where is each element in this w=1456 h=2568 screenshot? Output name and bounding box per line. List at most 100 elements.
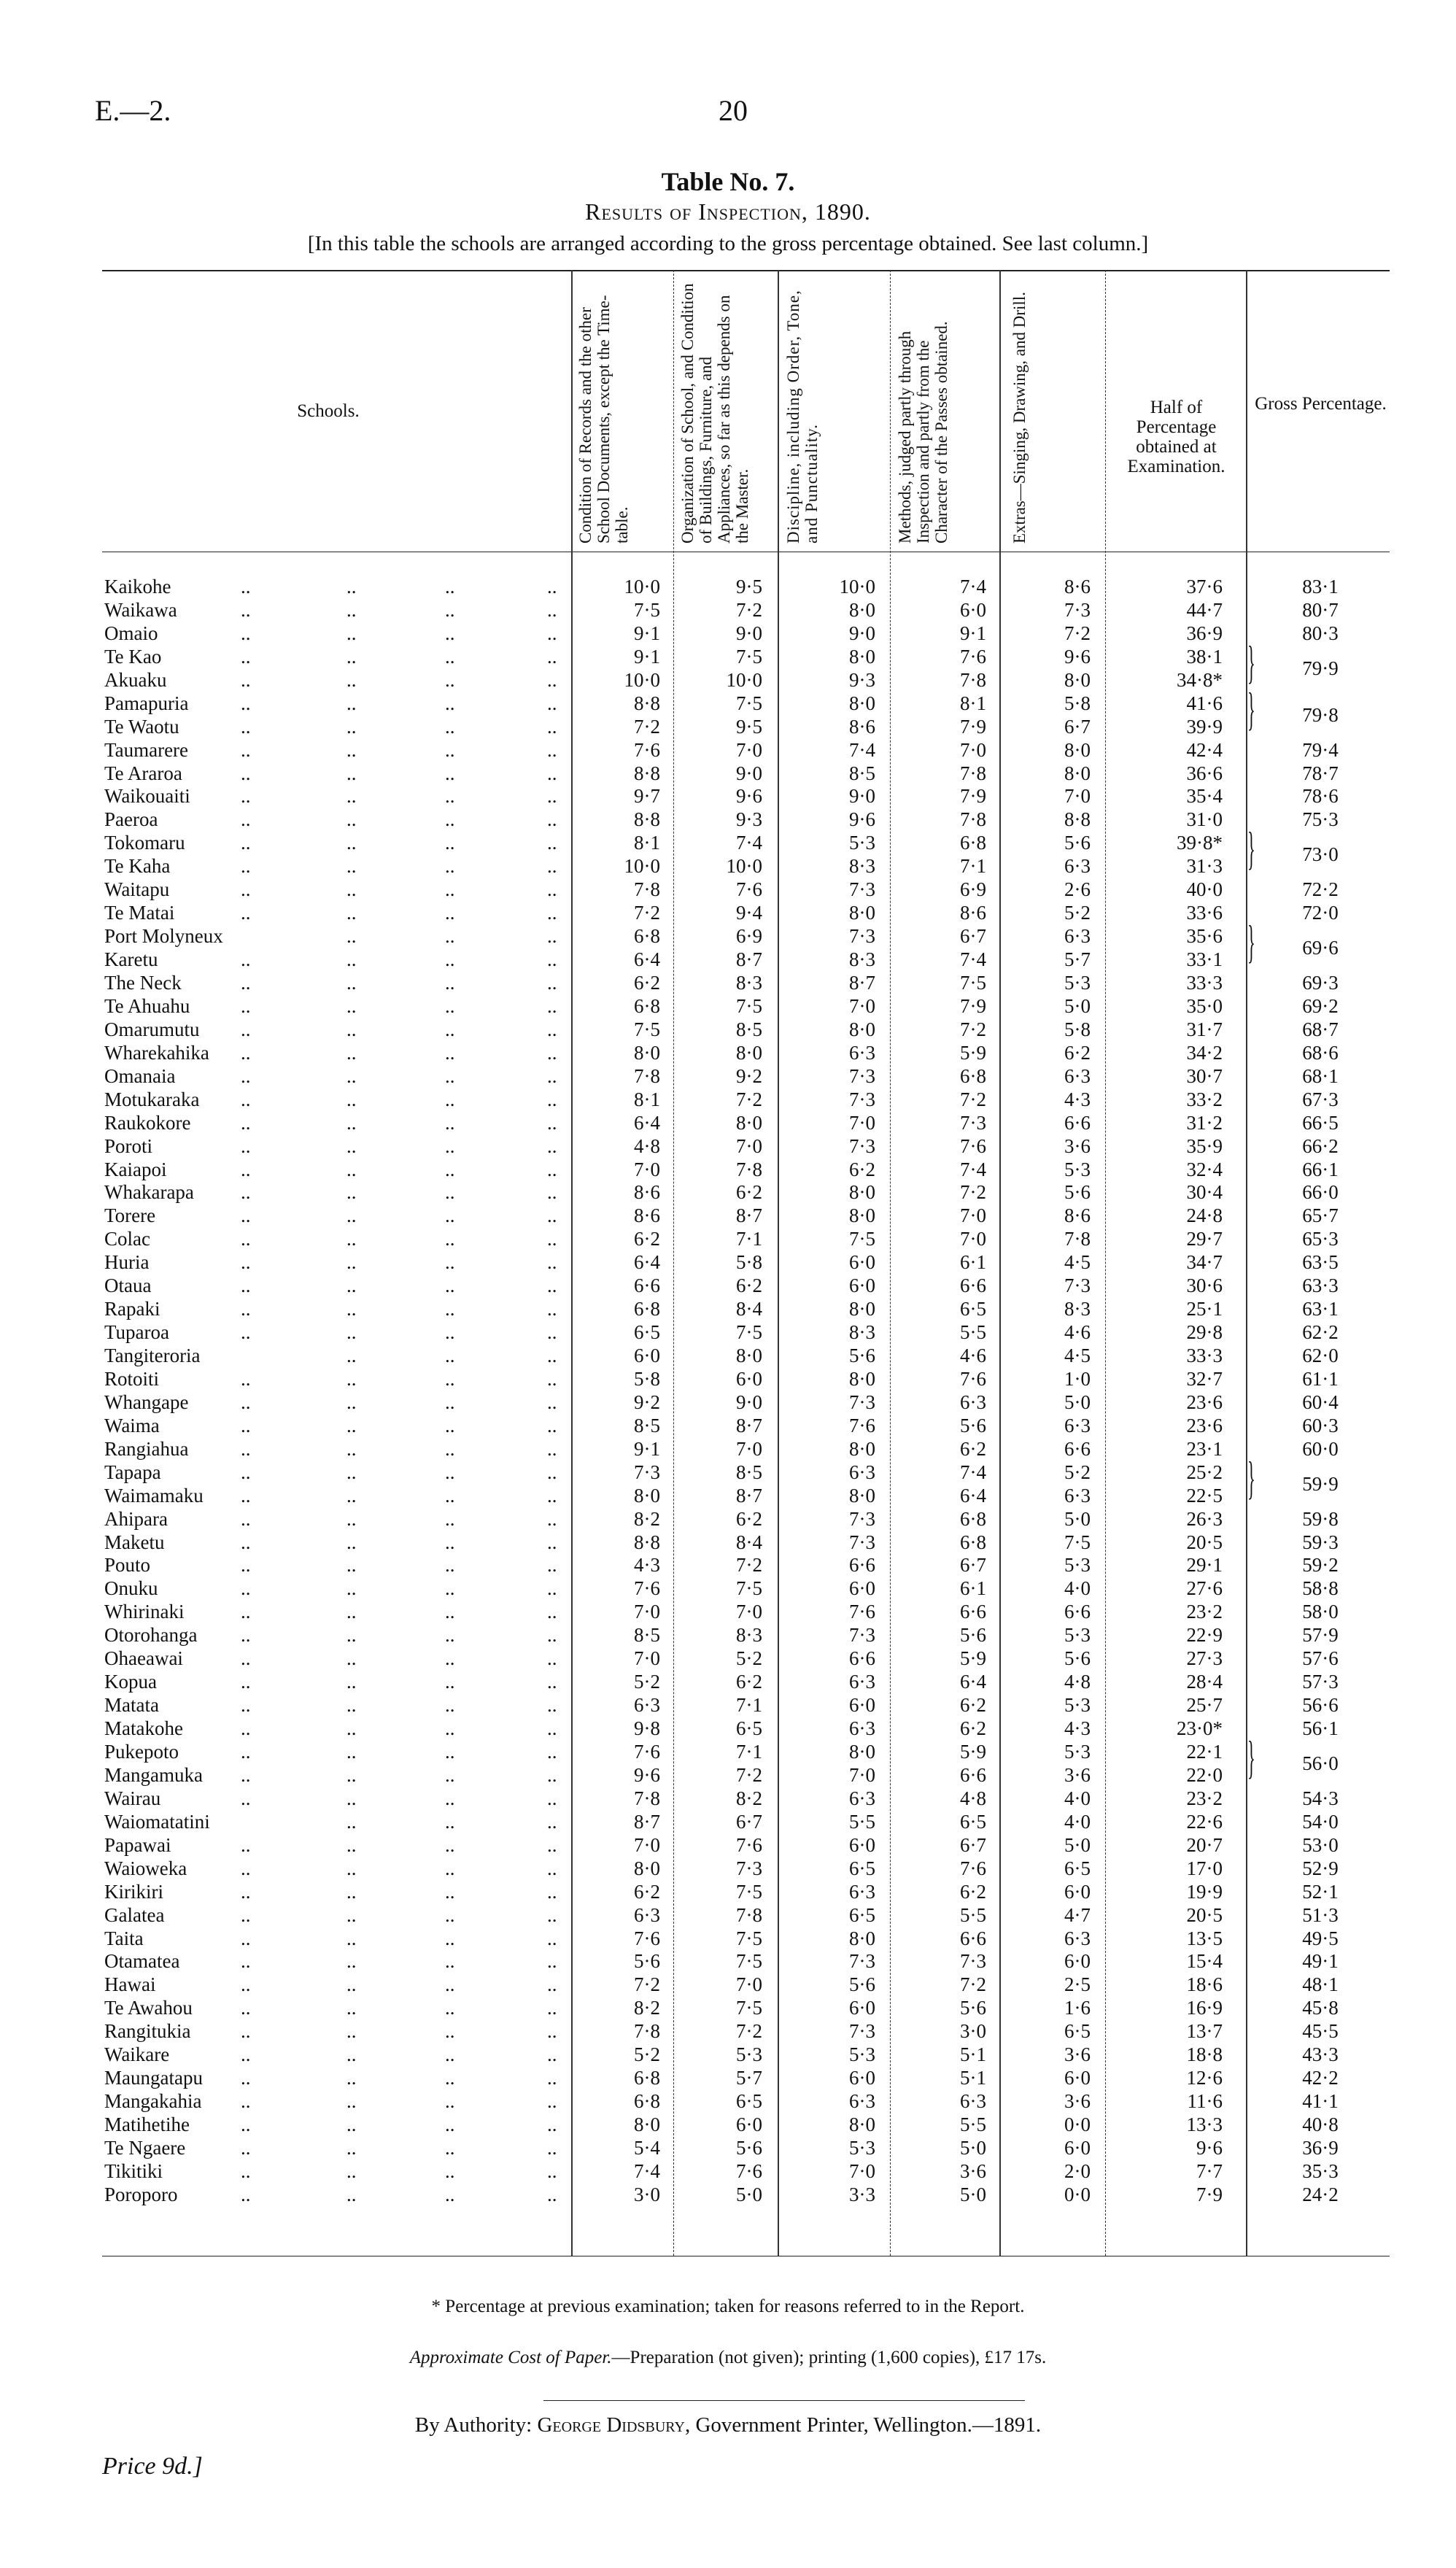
table-row: Matihetihe........ 8·0 6·0 8·0 5·5 0·0 13·3 40·…: [0, 2113, 1456, 2136]
dot-leader: ..: [445, 1251, 455, 1274]
dot-leader: ..: [547, 925, 557, 948]
half-percentage-cell: 28·4: [1186, 1671, 1223, 1693]
dot-leader: ..: [241, 668, 251, 691]
dot-leader: ..: [346, 2043, 357, 2066]
score-cell: 5·3: [1064, 1554, 1091, 1577]
score-cell: 5·2: [634, 1671, 660, 1693]
table-row: Kaiapoi........ 7·0 7·8 6·2 7·4 5·3 32·4 66·1: [0, 1158, 1456, 1181]
score-cell: 6·4: [634, 1111, 660, 1134]
score-cell: 5·6: [1064, 1647, 1091, 1670]
dot-leader: ..: [346, 1741, 357, 1763]
dot-leader: ..: [346, 971, 357, 994]
gross-percentage-cell: 56·6: [1302, 1694, 1339, 1717]
table-row: Akuaku........ 10·0 10·0 9·3 7·8 8·0 34·8*: [0, 668, 1456, 692]
score-cell: 8·8: [1064, 808, 1091, 831]
dot-leader: ..: [547, 1437, 557, 1460]
column-divider: [999, 270, 1001, 2256]
school-name: Pouto: [104, 1554, 151, 1577]
half-percentage-cell: 33·3: [1186, 971, 1223, 994]
dot-leader: ..: [346, 1833, 357, 1856]
half-percentage-cell: 18·6: [1186, 1973, 1223, 1996]
score-cell: 5·6: [736, 2136, 762, 2159]
table-row: Wairau........ 7·8 8·2 6·3 4·8 4·0 23·2 54·3: [0, 1787, 1456, 1810]
school-name: Port Molyneux: [104, 925, 223, 948]
school-name: Matata: [104, 1694, 159, 1717]
half-percentage-cell: 41·6: [1186, 692, 1223, 714]
dot-leader: ..: [445, 1088, 455, 1110]
dot-leader: ..: [445, 1204, 455, 1227]
school-name: Tuparoa: [104, 1321, 170, 1344]
table-row: Whakarapa........ 8·6 6·2 8·0 7·2 5·6 30·4 66·0: [0, 1180, 1456, 1204]
dot-leader: ..: [547, 1927, 557, 1949]
school-name: Omarumutu: [104, 1018, 200, 1040]
school-name: Ahipara: [104, 1507, 168, 1530]
gross-percentage-cell: 43·3: [1302, 2043, 1339, 2066]
score-cell: 6·4: [634, 948, 660, 971]
dot-leader: ..: [547, 1461, 557, 1483]
score-cell: 7·4: [960, 948, 986, 971]
dot-leader: ..: [346, 622, 357, 644]
score-cell: 6·6: [849, 1647, 875, 1670]
dot-leader: ..: [547, 738, 557, 761]
dot-leader: ..: [445, 1228, 455, 1250]
gross-percentage-cell: 68·1: [1302, 1064, 1339, 1087]
table-row: Waiomatatini...... 8·7 6·7 5·5 6·5 4·0 22·6 54·…: [0, 1810, 1456, 1833]
dot-leader: ..: [241, 878, 251, 901]
table-row: Rangitukia........ 7·8 7·2 7·3 3·0 6·5 13·7 45·…: [0, 2019, 1456, 2043]
table-row: Colac........ 6·2 7·1 7·5 7·0 7·8 29·7 65·3: [0, 1227, 1456, 1250]
score-cell: 5·9: [960, 1041, 986, 1064]
dot-leader: ..: [346, 1345, 357, 1367]
score-cell: 7·8: [634, 2020, 660, 2043]
score-cell: 6·4: [960, 1484, 986, 1507]
dot-leader: ..: [547, 1577, 557, 1600]
dot-leader: ..: [241, 1973, 251, 1996]
dot-leader: ..: [241, 785, 251, 808]
header-gross-percentage: Gross Percentage.: [1255, 394, 1387, 414]
gross-percentage-cell: 80·7: [1302, 598, 1339, 621]
score-cell: 6·7: [736, 1810, 762, 1833]
score-cell: 5·4: [634, 2136, 660, 2159]
score-cell: 8·0: [849, 598, 875, 621]
table-row: Te Kao........ 9·1 7·5 8·0 7·6 9·6 38·1 79·9}: [0, 638, 1456, 685]
score-cell: 7·2: [960, 1181, 986, 1204]
school-name: Galatea: [104, 1903, 165, 1926]
score-cell: 7·0: [736, 1973, 762, 1996]
dot-leader: ..: [346, 1088, 357, 1110]
school-name: Paeroa: [104, 808, 158, 831]
score-cell: 7·6: [634, 1741, 660, 1763]
score-cell: 7·3: [960, 1111, 986, 1134]
header-schools: Schools.: [297, 401, 360, 421]
dot-leader: ..: [445, 971, 455, 994]
score-cell: 7·6: [960, 1134, 986, 1157]
table-row: Pukepoto........ 7·6 7·1 8·0 5·9 5·3 22·1 56·0}: [0, 1734, 1456, 1781]
score-cell: 8·1: [960, 692, 986, 714]
gross-percentage-cell: 45·8: [1302, 1997, 1339, 2019]
table-row: Waikouaiti........ 9·7 9·6 9·0 7·9 7·0 35·4 78·…: [0, 784, 1456, 808]
dot-leader: ..: [346, 738, 357, 761]
score-cell: 8·8: [634, 808, 660, 831]
dot-leader: ..: [547, 1251, 557, 1274]
score-cell: 5·9: [960, 1647, 986, 1670]
dot-leader: ..: [547, 785, 557, 808]
gross-percentage-cell: 60·4: [1302, 1391, 1339, 1413]
score-cell: 7·0: [849, 994, 875, 1017]
score-cell: 6·0: [849, 1577, 875, 1600]
school-name: Mangamuka: [104, 1763, 203, 1786]
gross-percentage-cell: 75·3: [1302, 808, 1339, 831]
score-cell: 8·5: [849, 762, 875, 784]
dot-leader: ..: [346, 2020, 357, 2043]
table-row: Ohaeawai........ 7·0 5·2 6·6 5·9 5·6 27·3 57·6: [0, 1647, 1456, 1670]
school-name: The Neck: [104, 971, 182, 994]
dot-leader: ..: [547, 2113, 557, 2136]
dot-leader: ..: [547, 2090, 557, 2113]
dot-leader: ..: [445, 1367, 455, 1390]
score-cell: 4·8: [960, 1787, 986, 1809]
score-cell: 7·3: [849, 1507, 875, 1530]
school-name: Whirinaki: [104, 1601, 185, 1623]
dot-leader: ..: [547, 1671, 557, 1693]
dot-leader: ..: [346, 2067, 357, 2089]
dot-leader: ..: [346, 1624, 357, 1647]
table-row: Otorohanga........ 8·5 8·3 7·3 5·6 5·3 22·9 57·…: [0, 1623, 1456, 1647]
half-percentage-cell: 36·6: [1186, 762, 1223, 784]
table-row: Taita........ 7·6 7·5 8·0 6·6 6·3 13·5 49·5: [0, 1927, 1456, 1950]
